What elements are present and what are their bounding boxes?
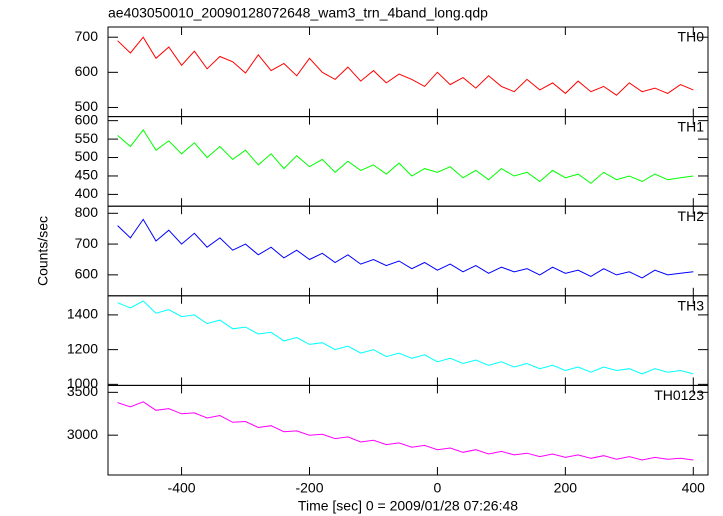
- chart-title: ae403050010_20090128072648_wam3_trn_4ban…: [108, 5, 488, 21]
- y-tick-label: 3000: [67, 426, 98, 442]
- panel-label: TH3: [678, 298, 705, 314]
- data-line: [117, 401, 694, 461]
- y-tick-label: 800: [75, 204, 99, 220]
- y-tick-label: 500: [75, 148, 99, 164]
- y-tick-label: 1200: [67, 340, 98, 356]
- x-tick-label: 400: [682, 480, 706, 496]
- y-tick-label: 550: [75, 130, 99, 146]
- data-line: [117, 300, 694, 375]
- y-tick-label: 700: [75, 235, 99, 251]
- panel-frame: [107, 116, 709, 207]
- panel-frame: [107, 26, 709, 118]
- x-axis-label: Time [sec] 0 = 2009/01/28 07:26:48: [298, 498, 518, 514]
- y-tick-label: 700: [75, 28, 99, 44]
- panel-label: TH0123: [654, 387, 704, 403]
- x-tick-label: -400: [168, 480, 196, 496]
- y-tick-label: 600: [75, 63, 99, 79]
- y-tick-label: 3500: [67, 383, 98, 399]
- data-line: [117, 36, 694, 96]
- panel-frame: [107, 295, 709, 386]
- y-tick-label: 1000: [67, 375, 98, 391]
- data-line: [117, 218, 694, 279]
- y-tick-label: 600: [75, 266, 99, 282]
- x-tick-label: 200: [554, 480, 578, 496]
- panel-frame: [107, 384, 709, 476]
- data-line: [117, 129, 694, 184]
- y-tick-label: 450: [75, 167, 99, 183]
- panel-label: TH0: [678, 29, 705, 45]
- panel-label: TH2: [678, 208, 705, 224]
- x-tick-label: -200: [295, 480, 323, 496]
- y-tick-label: 500: [75, 98, 99, 114]
- y-tick-label: 400: [75, 185, 99, 201]
- y-tick-label: 600: [75, 111, 99, 127]
- panel-label: TH1: [678, 118, 705, 134]
- y-axis-label: Counts/sec: [35, 216, 51, 286]
- x-tick-label: 0: [434, 480, 442, 496]
- panel-frame: [107, 205, 709, 297]
- y-tick-label: 1400: [67, 306, 98, 322]
